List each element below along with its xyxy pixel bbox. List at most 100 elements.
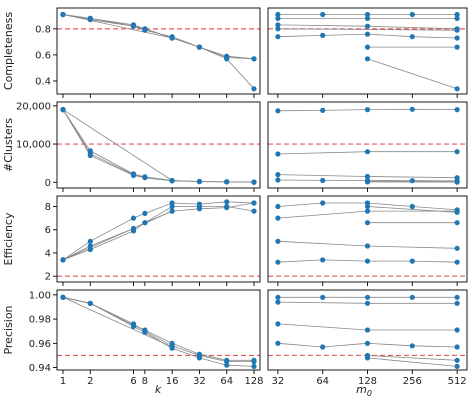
- y-tick-label: 8: [45, 202, 51, 213]
- data-point-2-0: [275, 22, 281, 28]
- data-point-3-4: [454, 259, 460, 265]
- x-tick-label: 512: [448, 376, 467, 387]
- y-tick-label: 0: [45, 178, 51, 189]
- x-axis-title-m0: m0: [356, 383, 372, 398]
- data-point-1-1: [364, 300, 371, 306]
- data-point-1-2: [454, 300, 460, 306]
- panel-frame: [56, 195, 261, 283]
- data-point-2-3: [142, 329, 148, 335]
- x-axis-title-m0-sub: 0: [367, 389, 372, 398]
- data-point-1-2: [454, 15, 460, 21]
- data-point-3-3: [409, 343, 415, 349]
- x-tick-label: 2: [87, 376, 93, 387]
- y-tick-label: 20,000: [16, 101, 51, 112]
- y-axis-title: Efficiency: [2, 212, 15, 265]
- data-point-2-0: [275, 238, 281, 244]
- series-line-1: [62, 296, 254, 361]
- x-tick-label: 128: [244, 376, 263, 387]
- x-tick-label: 8: [142, 376, 148, 387]
- data-point-3-0: [275, 177, 281, 183]
- data-point-1-0: [275, 215, 281, 221]
- panel-efficiency-m0: [267, 195, 468, 286]
- x-tick-label: 16: [166, 376, 179, 387]
- data-point-2-3: [142, 220, 148, 226]
- data-point-2-1: [364, 243, 371, 249]
- y-axis-title: Precision: [2, 305, 15, 354]
- data-point-0-4: [454, 11, 460, 18]
- data-point-1-0: [275, 151, 281, 157]
- data-point-2-2: [454, 327, 460, 333]
- data-point-0-0: [275, 294, 281, 300]
- data-point-3-0: [60, 11, 66, 18]
- data-point-2-2: [454, 245, 460, 251]
- data-point-0-2: [364, 294, 371, 300]
- data-point-0-1: [320, 11, 326, 18]
- data-point-2-1: [364, 23, 371, 29]
- y-tick-label: 0.8: [35, 24, 51, 35]
- data-point-3-0: [275, 26, 281, 32]
- y-tick-label: 2: [45, 272, 51, 283]
- data-point-4-1: [454, 220, 460, 226]
- data-point-4-3: [409, 34, 415, 40]
- data-point-4-4: [454, 35, 460, 41]
- panel-clusters-k: 0 10,000 20,000#Clusters: [2, 101, 261, 192]
- x-tick-label: 128: [358, 376, 377, 387]
- data-point-1-5: [196, 351, 202, 357]
- data-point-1-1: [364, 149, 371, 155]
- x-axis-title-k: k: [155, 383, 162, 396]
- series-line-5: [367, 206, 458, 213]
- series-line-4: [367, 355, 458, 361]
- y-tick-label: 0.4: [35, 76, 51, 87]
- series-line-6: [367, 58, 458, 90]
- y-tick-label: 10,000: [16, 140, 51, 151]
- data-point-5-0: [364, 203, 371, 210]
- data-point-2-7: [251, 200, 257, 206]
- data-point-2-6: [224, 56, 230, 62]
- data-point-1-1: [87, 238, 93, 244]
- x-tick-label: 32: [193, 376, 206, 387]
- data-point-2-7: [251, 179, 257, 185]
- data-point-2-1: [364, 173, 371, 180]
- data-point-1-2: [454, 149, 460, 155]
- data-point-2-1: [87, 246, 93, 253]
- data-point-0-2: [364, 11, 371, 18]
- data-point-1-7: [251, 357, 257, 363]
- data-point-0-7: [251, 208, 257, 214]
- panel-precision-k: 0.94 0.96 0.98 1.00 Precision 1 2 6 8 16 32 64 128: [2, 289, 264, 387]
- axis-labels: k m0: [155, 383, 372, 398]
- data-point-0-1: [320, 107, 326, 113]
- series-line-1: [62, 201, 255, 261]
- data-point-3-1: [169, 177, 175, 184]
- data-point-2-2: [130, 228, 137, 234]
- data-point-2-5: [196, 179, 202, 185]
- data-point-3-1: [454, 27, 460, 33]
- data-point-1-4: [169, 200, 175, 206]
- data-point-5-0: [364, 44, 371, 50]
- data-point-2-6: [224, 205, 230, 211]
- y-tick-label: 0.94: [29, 363, 51, 374]
- data-point-2-0: [275, 172, 281, 178]
- y-tick-label: 0.6: [35, 50, 51, 61]
- data-point-1-6: [224, 357, 230, 363]
- data-point-2-1: [87, 17, 93, 23]
- x-tick-label: 32: [271, 376, 284, 387]
- panel-efficiency-k: 2 4 6 8 Efficiency: [2, 195, 261, 286]
- data-point-3-0: [60, 294, 66, 300]
- data-point-3-0: [275, 340, 281, 346]
- data-point-1-1: [87, 148, 93, 154]
- data-point-4-0: [275, 34, 281, 40]
- x-axis-title-m0-base: m: [356, 383, 367, 396]
- data-point-2-5: [196, 206, 202, 212]
- data-point-2-7: [251, 363, 257, 369]
- series-line-0: [62, 206, 255, 261]
- data-point-0-3: [409, 294, 415, 300]
- data-point-3-4: [454, 344, 460, 350]
- data-point-0-4: [454, 107, 460, 113]
- data-point-3-0: [275, 259, 281, 265]
- y-tick-label: 0.96: [29, 339, 51, 350]
- series-line-3: [62, 14, 173, 39]
- data-point-3-2: [364, 258, 371, 264]
- data-point-0-3: [409, 203, 415, 210]
- data-point-0-2: [364, 107, 371, 113]
- data-point-1-1: [364, 15, 371, 21]
